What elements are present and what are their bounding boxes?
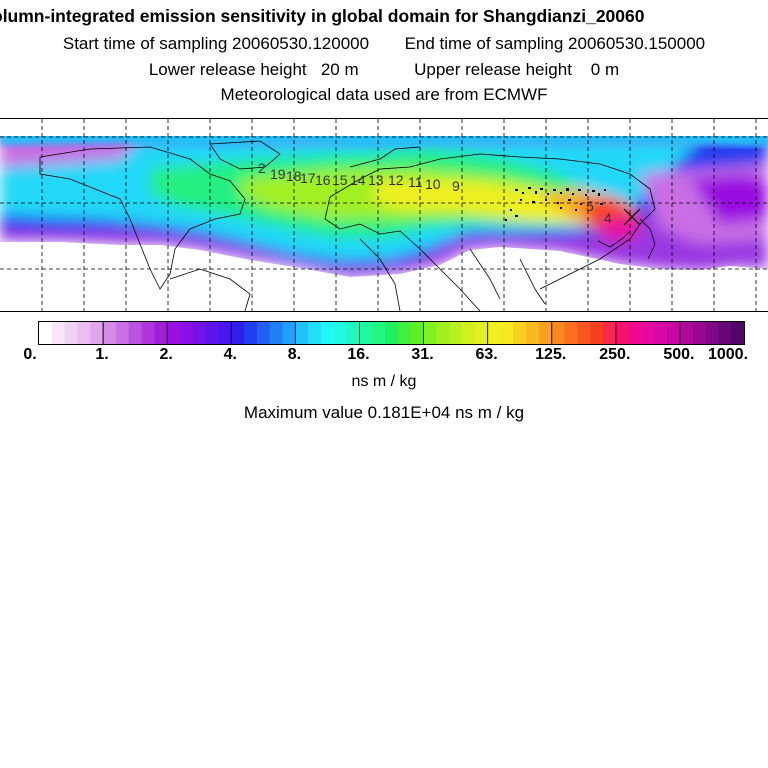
colorbar-swatch (538, 322, 553, 344)
trajectory-label: 5 (586, 198, 594, 214)
colorbar-swatch (397, 322, 412, 344)
colorbar-swatch (167, 322, 181, 344)
colorbar-tick-label: 500. (663, 346, 695, 363)
colorbar-swatch (269, 322, 284, 344)
colorbar-swatch (679, 322, 694, 344)
colorbar-swatch (256, 322, 271, 344)
colorbar-swatch (180, 322, 194, 344)
colorbar-swatch (192, 322, 207, 344)
trajectory-label: 14 (350, 172, 366, 188)
receptor-marker-icon (623, 208, 641, 226)
colorbar-swatch (410, 322, 425, 344)
trajectory-label: 12 (388, 172, 404, 188)
trajectory-label: 19 (270, 166, 286, 182)
colorbar-swatch (667, 322, 681, 344)
colorbar-swatch (205, 322, 220, 344)
colorbar-swatch (308, 322, 322, 344)
start-time-label: Start time of sampling 20060530.120000 (62, 34, 370, 53)
trajectory-label: 15 (332, 172, 348, 188)
colorbar-swatch (295, 322, 309, 344)
colorbar-tick-label: 125. (535, 346, 567, 363)
colorbar-swatch (551, 322, 566, 344)
colorbar-swatch (90, 322, 104, 344)
colorbar-tick-label: 1000. (707, 346, 749, 363)
colorbar-swatch (615, 322, 630, 344)
colorbar (38, 321, 745, 345)
trajectory-label: 11 (408, 174, 423, 190)
colorbar-tick-label: 16. (347, 346, 370, 363)
colorbar-swatch (51, 322, 66, 344)
colorbar-swatch (500, 322, 514, 344)
colorbar-swatch (244, 322, 258, 344)
colorbar-swatch (487, 322, 502, 344)
colorbar-swatch (462, 322, 476, 344)
colorbar-swatch (526, 322, 540, 344)
colorbar-swatch (282, 322, 296, 344)
colorbar-swatch (603, 322, 617, 344)
colorbar-swatch (372, 322, 386, 344)
release-heights: Lower release height 20 m Upper release … (0, 60, 768, 80)
colorbar-swatch (564, 322, 578, 344)
colorbar-swatch (231, 322, 245, 344)
colorbar-swatch (128, 322, 143, 344)
colorbar-swatch (449, 322, 463, 344)
colorbar-tick-label: 250. (599, 346, 631, 363)
colorbar-swatch (474, 322, 489, 344)
colorbar-swatch (154, 322, 168, 344)
colorbar-swatch (577, 322, 591, 344)
trajectory-label: 9 (452, 178, 460, 194)
colorbar-units: ns m / kg (351, 373, 417, 390)
colorbar-tick-label: 2. (159, 346, 173, 363)
colorbar-swatch (218, 322, 232, 344)
trajectory-label: 17 (300, 170, 316, 186)
colorbar-swatch (436, 322, 450, 344)
colorbar-swatch (423, 322, 437, 344)
colorbar-swatch (115, 322, 130, 344)
colorbar-tick-label: 31. (411, 346, 434, 363)
land-speckle (505, 187, 606, 221)
colorbar-swatch (333, 322, 348, 344)
trajectory-label: 13 (368, 172, 384, 188)
colorbar-swatch (641, 322, 655, 344)
colorbar-tick-label: 8. (287, 346, 302, 363)
colorbar-swatch (141, 322, 155, 344)
colorbar-swatch (64, 322, 79, 344)
colorbar-swatch (103, 322, 117, 344)
trajectory-label: 16 (315, 172, 331, 188)
met-data-label: Meteorological data used are from ECMWF (220, 85, 548, 104)
colorbar-swatch (718, 322, 732, 344)
colorbar-swatch (321, 322, 335, 344)
trajectory-label: 2 (258, 160, 266, 176)
colorbar-tick-label: 63. (475, 346, 498, 363)
sampling-times: Start time of sampling 20060530.120000 E… (0, 34, 768, 54)
colorbar-tick-label: 4. (223, 346, 237, 363)
lower-release-height-label: Lower release height 20 m (148, 60, 359, 79)
trajectory-label: 18 (286, 168, 302, 184)
colorbar-swatch (705, 322, 719, 344)
graticule (0, 119, 768, 311)
colorbar-swatch (39, 322, 53, 344)
colorbar-swatch (77, 322, 91, 344)
colorbar-tick-label: 1. (95, 346, 109, 363)
colorbar-swatch (654, 322, 668, 344)
colorbar-swatch (692, 322, 707, 344)
trajectory-label: 10 (425, 176, 441, 192)
colorbar-swatch (359, 322, 373, 344)
sensitivity-field (0, 119, 768, 311)
colorbar-swatches (39, 322, 745, 344)
trajectory-label: 4 (604, 210, 612, 226)
colorbar-swatch (513, 322, 527, 344)
maximum-value: Maximum value 0.181E+04 ns m / kg (243, 403, 525, 422)
colorbar-swatch (731, 322, 745, 344)
upper-release-height-label: Upper release height 0 m (414, 60, 620, 79)
plot-title: olumn-integrated emission sensitivity in… (0, 6, 645, 26)
colorbar-swatch (628, 322, 643, 344)
colorbar-swatch (346, 322, 361, 344)
end-time-label: End time of sampling 20060530.150000 (404, 34, 706, 53)
colorbar-swatch (385, 322, 399, 344)
colorbar-swatch (590, 322, 604, 344)
colorbar-tick-label: 0. (23, 346, 37, 363)
